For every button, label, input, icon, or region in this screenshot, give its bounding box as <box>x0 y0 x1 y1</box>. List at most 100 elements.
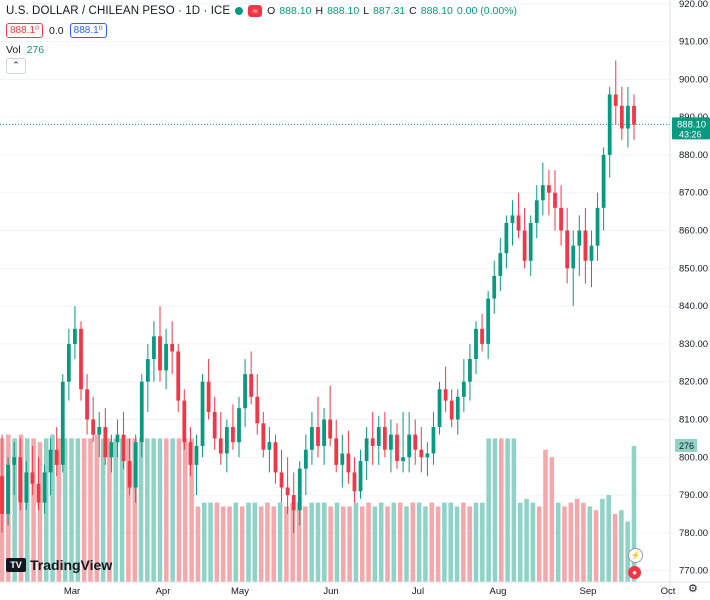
candle-body <box>54 449 59 465</box>
volume-bar <box>467 506 472 582</box>
volume-bar <box>372 506 378 582</box>
x-tick-label: Jun <box>323 586 338 597</box>
volume-bar <box>145 438 150 582</box>
candle-body <box>36 483 41 503</box>
volume-bar <box>303 506 308 582</box>
candle-body <box>589 245 594 261</box>
candle-body <box>291 495 296 511</box>
candle-body <box>127 461 132 488</box>
candle-body <box>431 427 436 454</box>
volume-bar <box>252 502 258 582</box>
volume-bar <box>220 506 226 582</box>
y-tick-label: 780.00 <box>679 528 708 539</box>
vol-label: Vol <box>6 44 21 56</box>
candle-body <box>516 215 521 231</box>
volume-bar <box>581 502 586 582</box>
y-tick-label: 860.00 <box>679 226 708 237</box>
candle-body <box>364 438 369 462</box>
candle-body <box>480 328 484 344</box>
candle-body <box>48 449 53 473</box>
y-tick-label: 800.00 <box>679 452 708 463</box>
volume-bar <box>480 502 485 582</box>
y-tick-label: 810.00 <box>679 414 708 425</box>
x-tick-label: Jul <box>412 586 424 597</box>
event-flag-icon[interactable]: ● <box>628 566 641 579</box>
candle-body <box>346 453 351 473</box>
volume-bar <box>100 438 106 582</box>
candle-body <box>194 445 199 465</box>
volume-bar <box>612 513 618 582</box>
ohlc-c-label: C <box>409 5 417 17</box>
volume-bar <box>56 438 62 582</box>
collapse-legend-button[interactable]: ⌃ <box>6 58 26 74</box>
candle-body <box>401 457 405 462</box>
ohlc-l-value: 887.31 <box>373 5 406 17</box>
candle-body <box>449 400 454 420</box>
candle-body <box>619 105 624 129</box>
candle-body <box>164 343 168 371</box>
volume-bar <box>473 502 479 582</box>
volume-bar <box>334 502 340 582</box>
volume-bar <box>347 506 352 582</box>
candle-body <box>12 457 17 465</box>
gear-icon[interactable]: ⚙ <box>688 583 698 595</box>
candle-body <box>613 94 618 106</box>
candle-body <box>395 434 399 462</box>
ohlc-o-value: 888.10 <box>279 5 312 17</box>
sell-button[interactable]: 888.1⁰ <box>6 23 44 38</box>
symbol-title[interactable]: U.S. DOLLAR / CHILEAN PESO · 1D · ICE <box>6 5 231 17</box>
ohlc-h-value: 888.10 <box>327 5 360 17</box>
x-tick-label: Mar <box>64 586 80 597</box>
y-tick-label: 870.00 <box>679 188 708 199</box>
candle-body <box>510 215 515 223</box>
countdown-label: 43:26 <box>679 129 702 139</box>
volume-bar <box>536 506 542 582</box>
candle-body <box>85 389 89 420</box>
candle-body <box>559 207 563 231</box>
volume-bar <box>574 498 580 582</box>
candle-body <box>407 434 412 458</box>
volume-bar <box>543 449 548 582</box>
volume-bar <box>81 438 87 582</box>
buy-button[interactable]: 888.1⁰ <box>69 23 107 38</box>
time-axis[interactable]: Mar Apr May Jun Jul Aug Sep Oct <box>64 586 676 597</box>
volume-bar <box>549 457 555 582</box>
candle-body <box>249 374 254 397</box>
volume-bar <box>448 502 453 582</box>
y-tick-label: 920.00 <box>679 0 708 10</box>
volume-bar <box>359 506 365 582</box>
volume-bar <box>37 442 43 582</box>
candle-body <box>79 328 83 390</box>
volume-bar <box>486 438 491 582</box>
candle-body <box>0 476 4 514</box>
x-tick-label: May <box>231 586 249 597</box>
volume-bar <box>43 438 49 582</box>
candle-body <box>540 185 545 201</box>
candle-body <box>60 381 65 465</box>
volume-badge-label: 276 <box>679 441 694 451</box>
candle-body <box>267 442 272 450</box>
volume-bar <box>189 438 194 582</box>
candle-body <box>528 222 533 261</box>
y-tick-label: 830.00 <box>679 339 708 350</box>
event-flash-icon[interactable]: ⚡ <box>628 548 643 563</box>
volume-bar <box>397 502 403 582</box>
candle-body <box>547 185 551 193</box>
candle-body <box>121 434 126 462</box>
candle-body <box>115 434 120 443</box>
chart-legend: U.S. DOLLAR / CHILEAN PESO · 1D · ICE ≈ … <box>6 5 517 17</box>
tv-logo-icon: TV <box>6 558 26 572</box>
candle-body <box>42 472 47 503</box>
y-tick-label: 840.00 <box>679 301 708 312</box>
volume-bar <box>164 438 169 582</box>
volume-bar <box>619 510 624 582</box>
volume-bar <box>107 438 112 582</box>
ohlc-o-label: O <box>267 5 276 17</box>
x-tick-label: Aug <box>490 586 507 597</box>
volume-bar <box>208 502 213 582</box>
tradingview-logo[interactable]: TV TradingView <box>6 557 112 573</box>
volume-bar <box>271 506 277 582</box>
volume-bar <box>201 502 207 582</box>
